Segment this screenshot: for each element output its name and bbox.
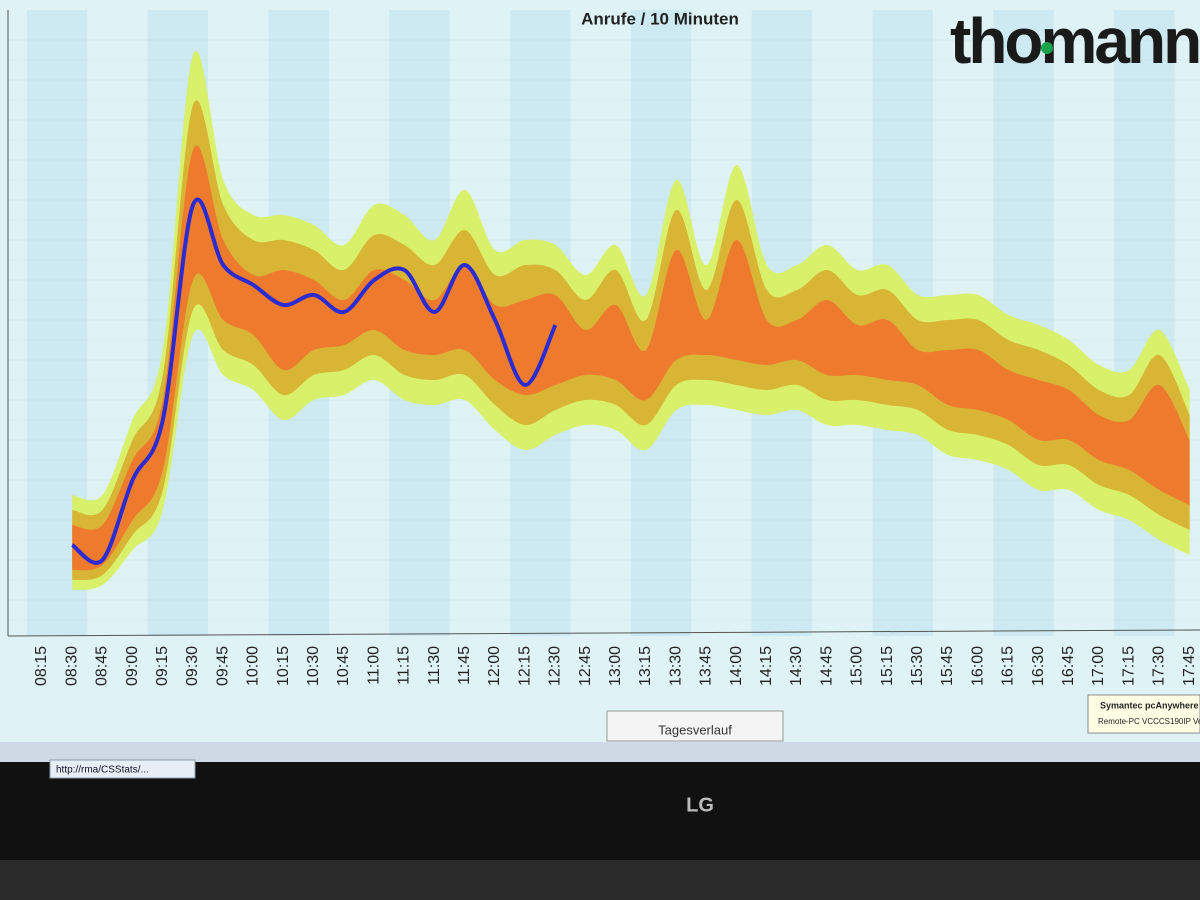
x-tick-label: 13:30 xyxy=(667,646,684,686)
tab-button-label: Tagesverlauf xyxy=(658,722,732,737)
x-tick-label: 16:30 xyxy=(1030,646,1047,686)
x-tick-label: 16:00 xyxy=(969,646,986,686)
x-tick-label: 11:00 xyxy=(365,646,382,685)
desk xyxy=(0,860,1200,900)
taskbar-address: http://rma/CSStats/... xyxy=(56,765,149,776)
x-tick-label: 08:30 xyxy=(63,646,80,686)
x-tick-label: 09:45 xyxy=(214,646,231,686)
x-tick-label: 15:00 xyxy=(849,646,866,686)
x-tick-label: 15:45 xyxy=(939,646,956,686)
x-tick-label: 14:15 xyxy=(758,646,775,686)
x-tick-label: 10:15 xyxy=(275,646,292,686)
x-tick-label: 16:45 xyxy=(1060,646,1077,686)
x-tick-label: 14:30 xyxy=(788,646,805,686)
x-tick-label: 12:00 xyxy=(486,646,503,686)
tab-button[interactable] xyxy=(606,710,784,742)
logo: thomann xyxy=(950,5,1199,77)
x-tick-label: 15:30 xyxy=(909,646,926,686)
notification-text: Remote-PC VCCCS190IP Ver xyxy=(1098,717,1200,726)
x-tick-label: 11:45 xyxy=(456,646,473,685)
x-tick-label: 10:45 xyxy=(335,646,352,686)
x-tick-label: 15:15 xyxy=(879,646,896,686)
chart-title: Anrufe / 10 Minuten xyxy=(581,9,739,28)
x-tick-label: 16:15 xyxy=(1000,646,1017,686)
x-tick-label: 17:00 xyxy=(1090,646,1107,686)
x-tick-label: 11:15 xyxy=(396,646,413,685)
band xyxy=(72,145,1190,571)
x-tick-label: 13:15 xyxy=(637,646,654,686)
notification xyxy=(1087,694,1200,734)
x-tick-label: 12:45 xyxy=(577,646,594,686)
x-tick-label: 14:45 xyxy=(818,646,835,686)
x-tick-label: 17:15 xyxy=(1120,646,1137,686)
logo-dot xyxy=(1041,42,1053,54)
taskbar xyxy=(0,742,1200,762)
x-tick-label: 17:30 xyxy=(1151,646,1168,686)
x-tick-label: 09:00 xyxy=(124,646,141,686)
notification-title: Symantec pcAnywhere xyxy=(1100,700,1199,710)
x-tick-label: 08:45 xyxy=(94,646,111,686)
line xyxy=(70,197,558,565)
x-tick-label: 13:45 xyxy=(698,646,715,686)
x-tick-label: 12:15 xyxy=(516,646,533,686)
x-axis xyxy=(7,629,1200,637)
x-tick-label: 12:30 xyxy=(547,646,564,686)
monitor-brand: LG xyxy=(686,794,714,816)
x-tick-label: 08:15 xyxy=(33,646,50,686)
taskbar-item[interactable] xyxy=(49,759,196,779)
plot xyxy=(8,10,1200,636)
x-tick-label: 13:00 xyxy=(607,646,624,686)
x-tick-label: 11:30 xyxy=(426,646,443,685)
x-tick-label: 09:30 xyxy=(184,646,201,686)
x-tick-label: 10:00 xyxy=(245,646,262,686)
x-tick-label: 17:45 xyxy=(1181,646,1198,686)
x-tick-label: 14:00 xyxy=(728,646,745,686)
x-tick-label: 09:15 xyxy=(154,646,171,686)
x-tick-label: 10:30 xyxy=(305,646,322,686)
